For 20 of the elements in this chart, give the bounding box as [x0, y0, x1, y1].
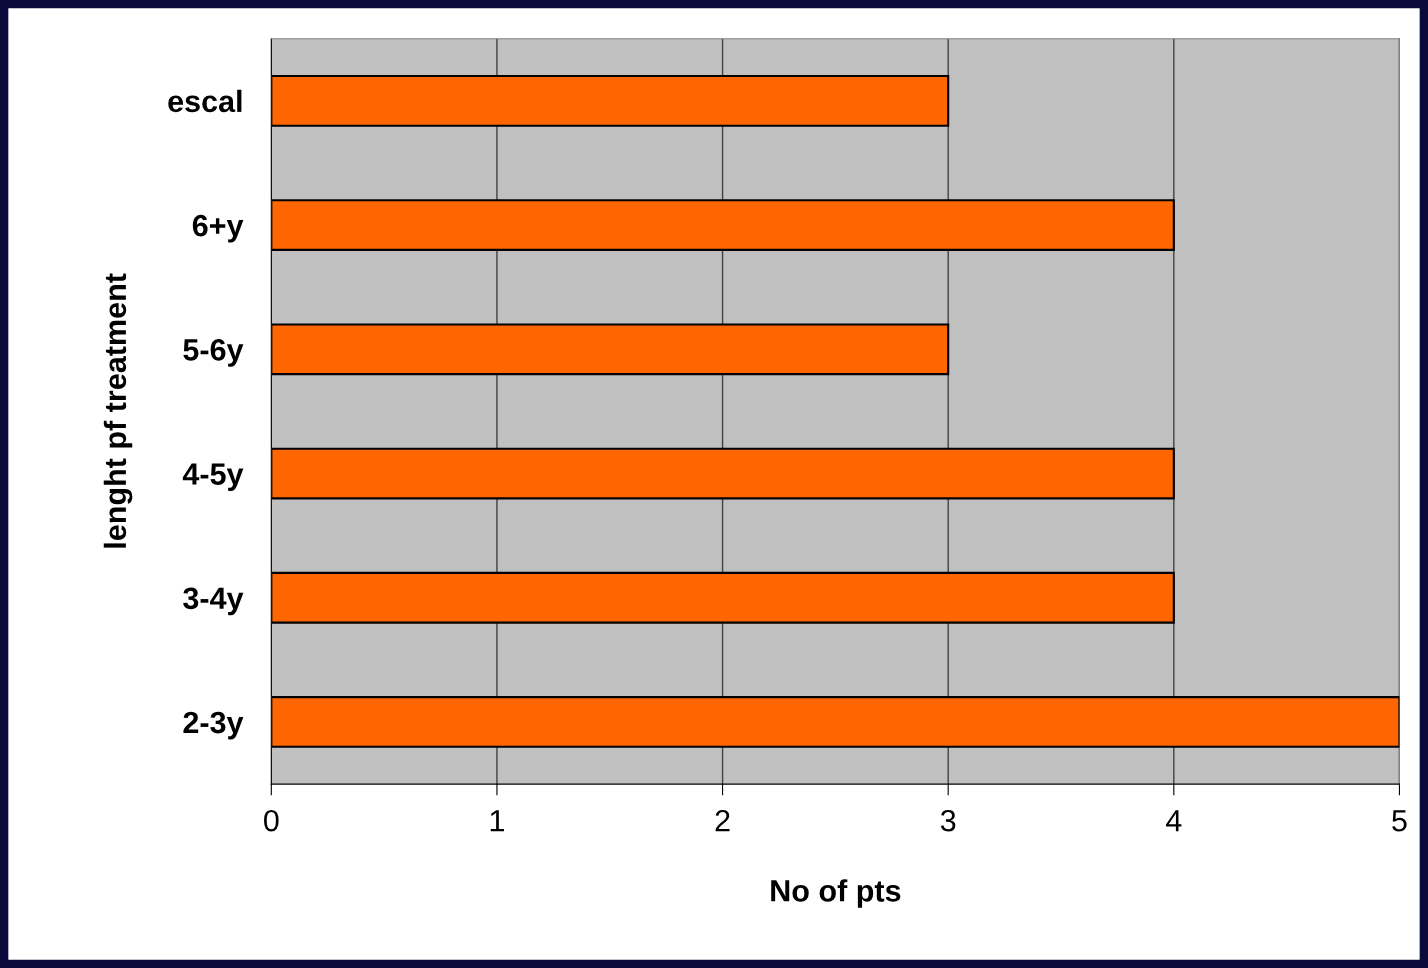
x-tick-label: 1: [490, 810, 504, 832]
bar: [271, 696, 1400, 748]
y-tick-label: 2-3y: [183, 711, 244, 740]
x-tick-label: 2: [715, 809, 730, 832]
x-tick-label: 5: [1392, 810, 1407, 832]
bar: [271, 74, 950, 127]
x-axis-title: No of pts: [771, 879, 901, 908]
bar: [271, 323, 950, 376]
bar: [271, 199, 1175, 251]
x-tick-label: 4: [1166, 810, 1182, 832]
bar: [271, 447, 1175, 500]
y-tick-label: 5-6y: [183, 339, 244, 367]
y-tick-label: escal: [168, 89, 242, 113]
x-tick-label: 3: [940, 809, 956, 832]
y-tick-label: 6+y: [192, 214, 244, 243]
y-tick-label: 3-4y: [183, 587, 244, 616]
y-tick-label: 4-5y: [182, 463, 244, 491]
bar: [271, 571, 1175, 624]
x-tick-label: 0: [264, 809, 279, 832]
y-axis-title: lenght pf treatment: [103, 273, 133, 548]
